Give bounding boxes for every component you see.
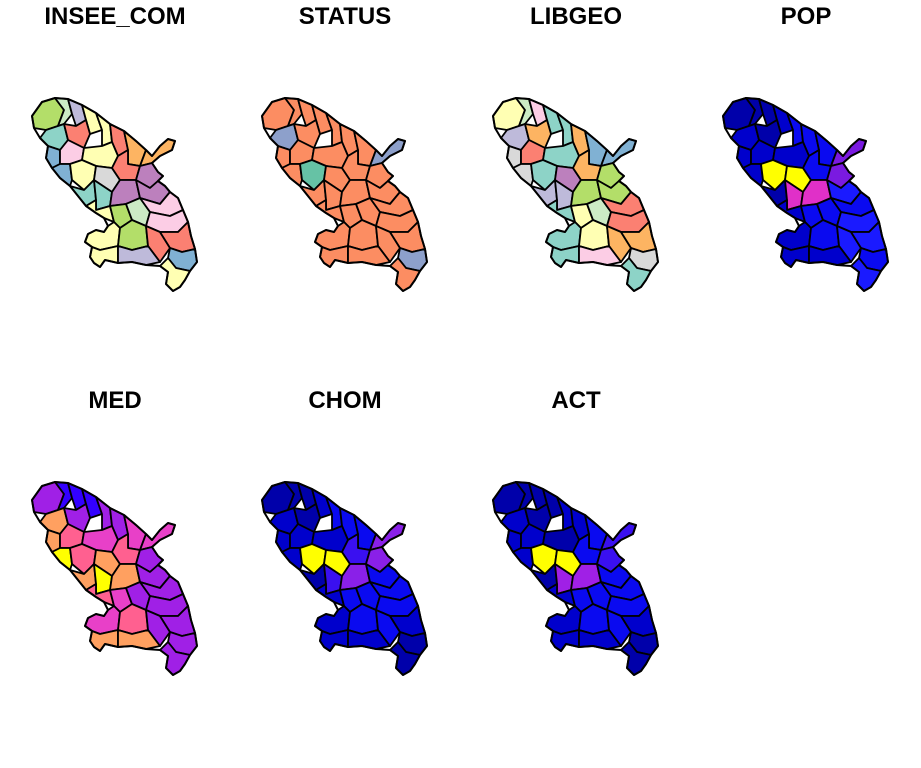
panel-title: LIBGEO xyxy=(529,3,622,30)
commune-region xyxy=(139,138,176,167)
commune-region xyxy=(606,609,632,647)
choropleth-map xyxy=(492,481,659,676)
commune-region xyxy=(830,138,867,167)
panel-title: STATUS xyxy=(298,3,392,30)
map-panel-chom: CHOM xyxy=(230,384,460,768)
island-outline xyxy=(722,97,889,292)
commune-region xyxy=(600,138,637,167)
commune-region xyxy=(145,609,171,647)
choropleth-map xyxy=(722,97,889,292)
map-panel-libgeo: LIBGEO xyxy=(461,0,691,384)
choropleth-map xyxy=(31,481,198,676)
island-outline xyxy=(261,97,428,292)
commune-region xyxy=(836,225,862,263)
map-geometry xyxy=(722,97,889,292)
commune-region xyxy=(600,522,637,551)
panel-title: CHOM xyxy=(308,387,382,414)
panel-title: INSEE_COM xyxy=(44,3,186,30)
map-panel-act: ACT xyxy=(461,384,691,768)
island-outline xyxy=(31,481,198,676)
commune-region xyxy=(281,547,303,571)
choropleth-map xyxy=(31,97,198,292)
map-panel-med: MED xyxy=(0,384,230,768)
panel-title: MED xyxy=(88,387,142,414)
choropleth-map xyxy=(492,97,659,292)
map-panel-status: STATUS xyxy=(230,0,460,384)
commune-region xyxy=(369,138,406,167)
commune-region xyxy=(512,163,534,187)
choropleth-map xyxy=(261,97,428,292)
commune-region xyxy=(51,163,73,187)
choropleth-map xyxy=(261,481,428,676)
map-geometry xyxy=(492,481,659,676)
map-geometry xyxy=(31,97,198,292)
island-outline xyxy=(261,481,428,676)
commune-region xyxy=(51,547,73,571)
panel-title: ACT xyxy=(551,387,601,414)
map-geometry xyxy=(492,97,659,292)
commune-region xyxy=(375,609,401,647)
map-panel-insee-com: INSEE_COM xyxy=(0,0,230,384)
commune-region xyxy=(369,522,406,551)
island-outline xyxy=(31,97,198,292)
island-outline xyxy=(492,481,659,676)
commune-region xyxy=(606,225,632,263)
commune-region xyxy=(375,225,401,263)
panel-title: POP xyxy=(780,3,832,30)
commune-region xyxy=(145,225,171,263)
map-geometry xyxy=(261,97,428,292)
commune-region xyxy=(742,163,764,187)
island-outline xyxy=(492,97,659,292)
map-geometry xyxy=(261,481,428,676)
commune-region xyxy=(512,547,534,571)
commune-region xyxy=(281,163,303,187)
commune-region xyxy=(139,522,176,551)
map-geometry xyxy=(31,481,198,676)
map-panel-pop: POP xyxy=(691,0,921,384)
